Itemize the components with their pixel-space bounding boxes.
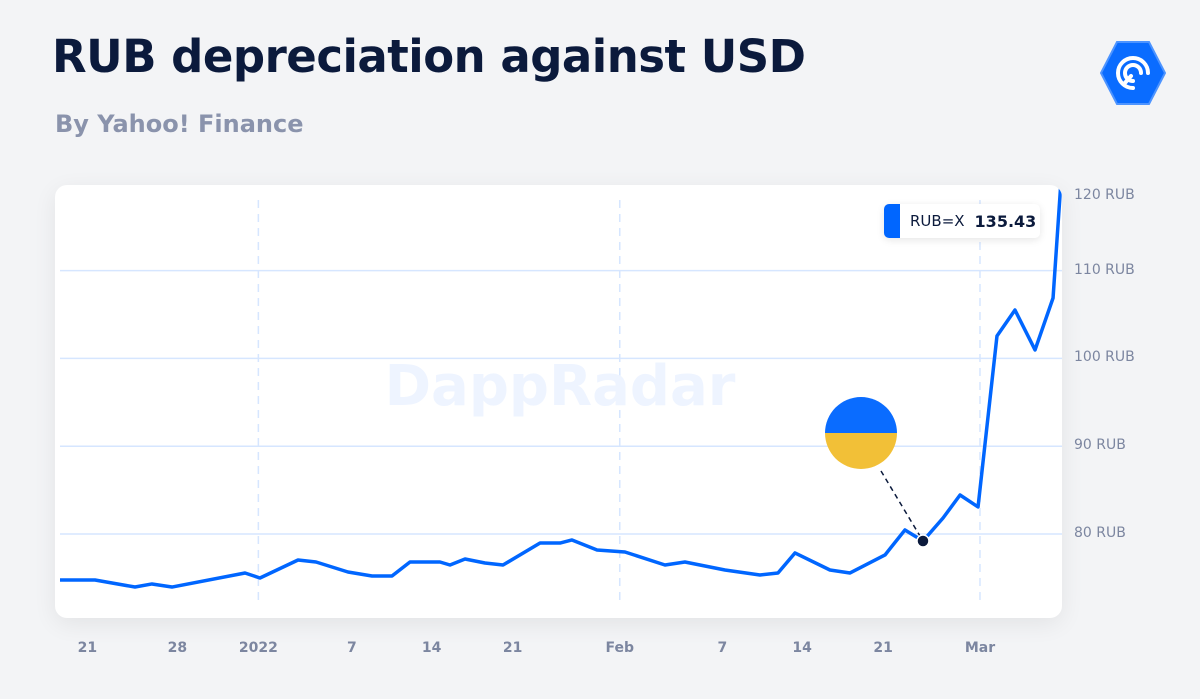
legend-series-name: RUB=X (910, 212, 965, 230)
x-tick-label: 14 (792, 640, 812, 656)
ukraine-flag-icon (825, 397, 897, 469)
y-tick-label: 100 RUB (1074, 349, 1135, 366)
x-tick-label: 21 (502, 640, 523, 656)
page-title: RUB depreciation against USD (52, 30, 806, 83)
x-tick-label: 7 (346, 640, 357, 656)
x-tick-label: Mar (964, 640, 996, 656)
annotation-point (916, 534, 930, 548)
x-tick-label: 2022 (238, 640, 278, 656)
annotation-leader-line (880, 470, 924, 542)
x-tick-label: 21 (873, 640, 893, 656)
y-tick-label: 120 RUB (1074, 186, 1135, 203)
x-tick-label: Feb (605, 640, 634, 656)
dappradar-logo-icon (1100, 41, 1166, 105)
x-tick-label: 28 (167, 640, 188, 656)
legend-swatch (884, 204, 900, 238)
legend-value: 135.43 (974, 211, 1037, 231)
page-subtitle: By Yahoo! Finance (55, 110, 304, 138)
y-tick-label: 80 RUB (1074, 525, 1126, 541)
x-tick-label: 14 (421, 640, 442, 656)
legend: RUB=X 135.43 (884, 204, 1040, 238)
x-tick-label: 7 (717, 640, 728, 656)
watermark-text: DappRadar (385, 354, 736, 419)
series-line-rub-x (60, 185, 1062, 589)
x-tick-label: 21 (77, 640, 98, 656)
y-tick-label: 90 RUB (1074, 437, 1126, 454)
y-tick-label: 110 RUB (1074, 261, 1135, 278)
